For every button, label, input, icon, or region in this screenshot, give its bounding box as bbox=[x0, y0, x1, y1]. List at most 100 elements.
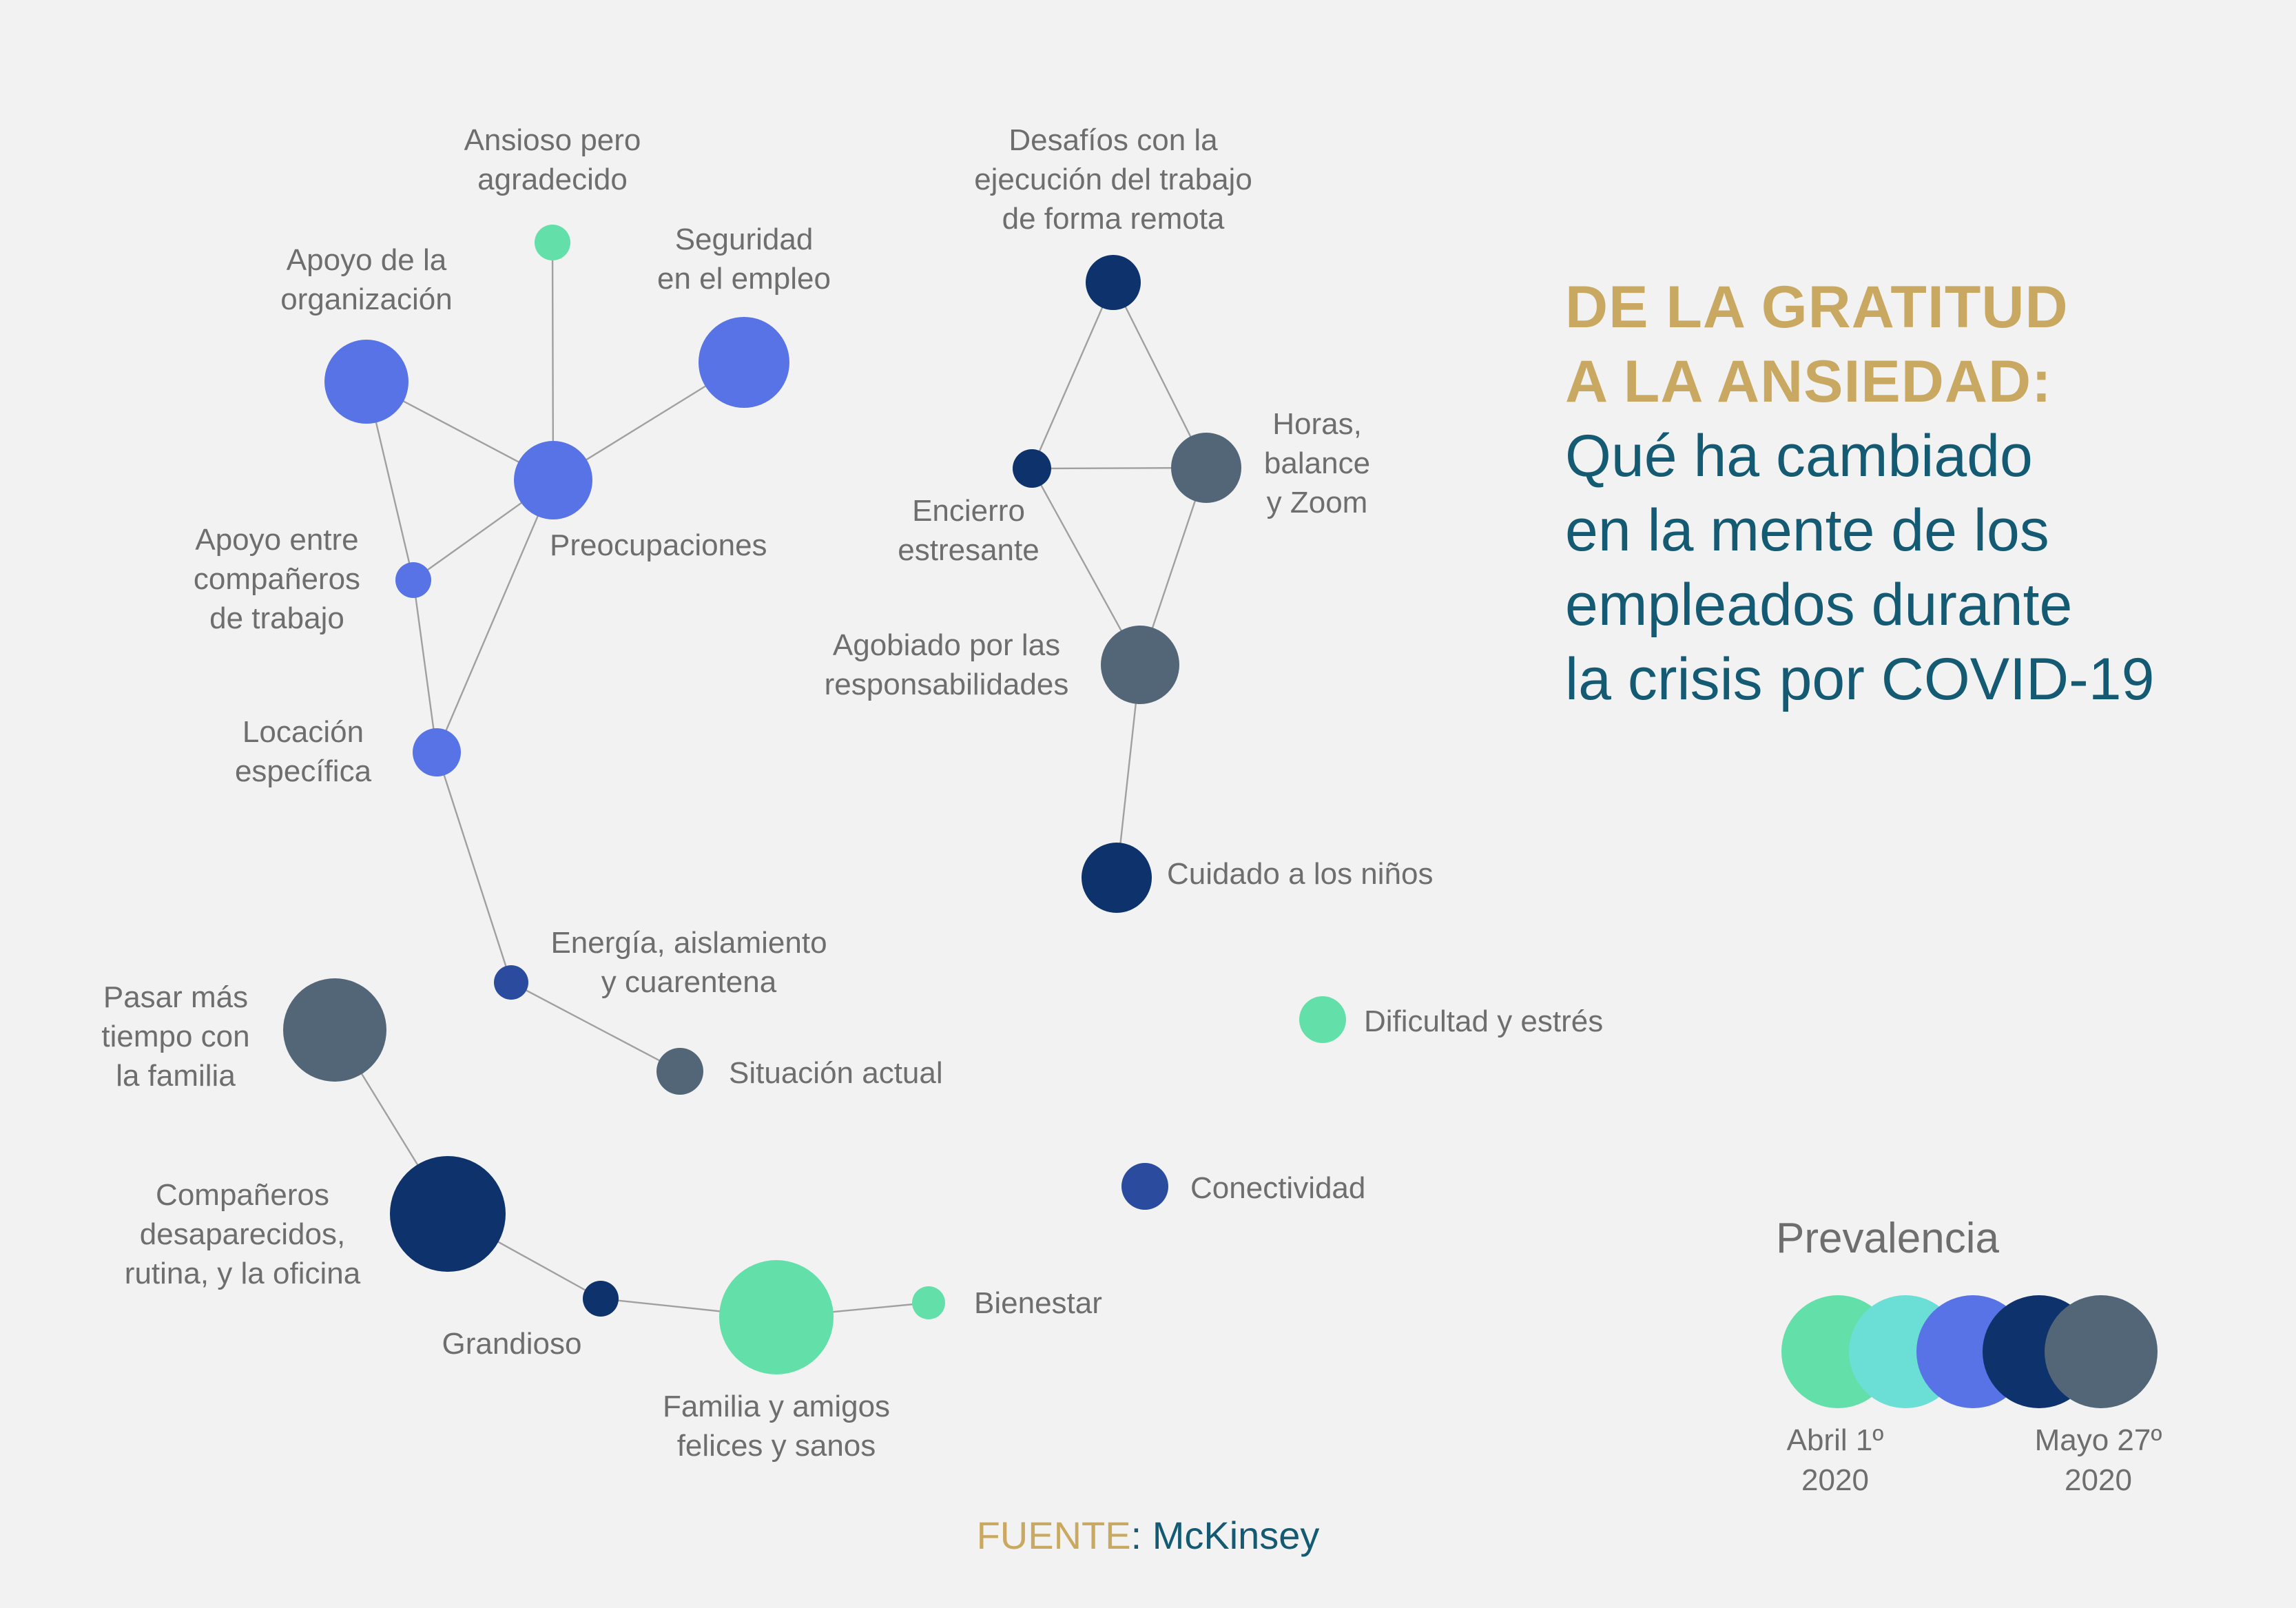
label-apoyo_comp-line-0: Apoyo entre bbox=[195, 523, 358, 557]
node-locacion bbox=[413, 728, 461, 776]
source-line: FUENTE: McKinsey bbox=[0, 1513, 2296, 1558]
label-pasar-line-2: la familia bbox=[116, 1059, 236, 1093]
node-encierro bbox=[1013, 449, 1051, 488]
source-label: FUENTE bbox=[976, 1514, 1131, 1557]
label-encierro-line-0: Encierro bbox=[912, 494, 1025, 528]
source-value: McKinsey bbox=[1152, 1514, 1320, 1557]
label-locacion: Locación específica bbox=[235, 715, 372, 788]
legend-start-line-2: 2020 bbox=[1801, 1463, 1869, 1497]
node-pasar bbox=[283, 978, 386, 1082]
label-agobiado-line-0: Agobiado por las bbox=[833, 628, 1060, 662]
label-familia-line-0: Familia y amigos bbox=[663, 1390, 890, 1423]
edge-ansioso-preocupaciones bbox=[551, 242, 555, 481]
label-agobiado-line-1: responsabilidades bbox=[825, 668, 1069, 701]
legend-end-line-1: Mayo 27º bbox=[2034, 1423, 2162, 1457]
node-apoyo_comp bbox=[395, 562, 431, 598]
label-desafios-line-2: de forma remota bbox=[1002, 202, 1225, 236]
node-apoyo_org bbox=[324, 340, 408, 424]
node-conectividad bbox=[1121, 1163, 1168, 1210]
label-grandioso-line-0: Grandioso bbox=[442, 1327, 581, 1361]
label-horas-line-1: balance bbox=[1264, 446, 1370, 480]
label-desafios-line-0: Desafíos con la bbox=[1009, 123, 1218, 157]
label-apoyo_comp: Apoyo entre compañeros de trabajo bbox=[194, 523, 360, 635]
node-seguridad bbox=[699, 317, 789, 408]
label-apoyo_comp-line-1: compañeros bbox=[194, 562, 360, 596]
node-preocupaciones bbox=[514, 441, 592, 519]
node-desafios bbox=[1086, 255, 1141, 310]
node-energia bbox=[494, 965, 528, 1000]
subtitle-line-1: Qué ha cambiado bbox=[1565, 423, 2033, 489]
legend-title: Prevalencia bbox=[1776, 1215, 1999, 1262]
label-seguridad-line-1: en el empleo bbox=[657, 262, 831, 296]
label-familia: Familia y amigos felices y sanos bbox=[663, 1390, 890, 1463]
label-apoyo_org-line-1: organización bbox=[280, 282, 453, 316]
node-familia bbox=[719, 1260, 834, 1374]
node-bienestar bbox=[912, 1286, 945, 1319]
node-agobiado bbox=[1101, 626, 1179, 704]
label-familia-line-1: felices y sanos bbox=[677, 1429, 876, 1463]
edge-locacion-energia bbox=[435, 752, 513, 983]
node-companeros bbox=[390, 1156, 506, 1272]
label-apoyo_org-line-0: Apoyo de la bbox=[287, 243, 447, 277]
label-energia: Energía, aislamiento y cuarentena bbox=[550, 926, 827, 999]
label-ansioso-line-1: agradecido bbox=[477, 163, 628, 196]
node-horas bbox=[1171, 433, 1241, 503]
label-companeros-line-2: rutina, y la oficina bbox=[125, 1257, 361, 1290]
label-seguridad-line-0: Seguridad bbox=[675, 223, 814, 256]
label-pasar: Pasar más tiempo con la familia bbox=[101, 980, 249, 1093]
edges-layer bbox=[333, 242, 1208, 1319]
legend-end-label: Mayo 27º 2020 bbox=[2009, 1421, 2188, 1501]
edge-apoyo_comp-locacion bbox=[412, 579, 438, 753]
node-cuidado bbox=[1082, 843, 1152, 913]
legend-start-label: Abril 1º 2020 bbox=[1746, 1421, 1925, 1501]
label-preocupaciones-line-0: Preocupaciones bbox=[550, 528, 767, 562]
legend-start-line-1: Abril 1º bbox=[1786, 1423, 1884, 1457]
label-horas-line-2: y Zoom bbox=[1267, 486, 1368, 519]
node-grandioso bbox=[583, 1281, 619, 1317]
label-encierro-line-1: estresante bbox=[898, 533, 1039, 567]
label-horas: Horas, balance y Zoom bbox=[1264, 407, 1370, 519]
label-dificultad: Dificultad y estrés bbox=[1364, 1004, 1603, 1038]
node-ansioso bbox=[535, 225, 570, 260]
subtitle-line-3: empleados durante bbox=[1565, 572, 2073, 638]
nodes-layer: Ansioso pero agradecido Apoyo de la organiz… bbox=[101, 123, 1603, 1463]
label-conectividad-line-0: Conectividad bbox=[1190, 1171, 1365, 1205]
title-line-1: DE LA GRATITUD bbox=[1565, 274, 2069, 340]
legend-end-line-2: 2020 bbox=[2065, 1463, 2132, 1497]
label-cuidado-line-0: Cuidado a los niños bbox=[1167, 857, 1433, 891]
label-conectividad: Conectividad bbox=[1190, 1171, 1365, 1205]
label-bienestar: Bienestar bbox=[974, 1286, 1102, 1320]
edge-desafios-encierro bbox=[1031, 282, 1115, 469]
source-colon: : bbox=[1130, 1514, 1152, 1557]
label-bienestar-line-0: Bienestar bbox=[974, 1286, 1102, 1320]
label-ansioso: Ansioso pero agradecido bbox=[464, 123, 641, 196]
label-pasar-line-1: tiempo con bbox=[101, 1020, 249, 1053]
label-locacion-line-1: específica bbox=[235, 754, 372, 788]
label-seguridad: Seguridad en el empleo bbox=[657, 223, 831, 296]
label-energia-line-1: y cuarentena bbox=[601, 965, 777, 999]
label-dificultad-line-0: Dificultad y estrés bbox=[1364, 1004, 1603, 1038]
label-horas-line-0: Horas, bbox=[1272, 407, 1362, 441]
label-agobiado: Agobiado por las responsabilidades bbox=[825, 628, 1069, 701]
label-companeros-line-1: desaparecidos, bbox=[140, 1217, 345, 1251]
label-situacion: Situación actual bbox=[729, 1056, 943, 1090]
edge-preocupaciones-locacion bbox=[435, 480, 555, 753]
label-cuidado: Cuidado a los niños bbox=[1167, 857, 1433, 891]
label-pasar-line-0: Pasar más bbox=[103, 980, 248, 1014]
node-situacion bbox=[656, 1048, 703, 1095]
edge-energia-situacion bbox=[510, 981, 681, 1073]
label-locacion-line-0: Locación bbox=[242, 715, 364, 749]
label-encierro: Encierro estresante bbox=[898, 494, 1039, 567]
label-apoyo_org: Apoyo de la organización bbox=[280, 243, 453, 316]
subtitle-line-2: en la mente de los bbox=[1565, 497, 2049, 564]
label-ansioso-line-0: Ansioso pero bbox=[464, 123, 641, 157]
label-situacion-line-0: Situación actual bbox=[729, 1056, 943, 1090]
label-companeros-line-0: Compañeros bbox=[156, 1178, 329, 1212]
node-dificultad bbox=[1299, 996, 1346, 1043]
label-preocupaciones: Preocupaciones bbox=[550, 528, 767, 562]
label-desafios-line-1: ejecución del trabajo bbox=[974, 163, 1252, 196]
subtitle-line-4: la crisis por COVID-19 bbox=[1565, 646, 2155, 712]
legend-circles bbox=[1781, 1295, 2158, 1408]
label-companeros: Compañeros desaparecidos, rutina, y la ofi… bbox=[125, 1178, 361, 1290]
